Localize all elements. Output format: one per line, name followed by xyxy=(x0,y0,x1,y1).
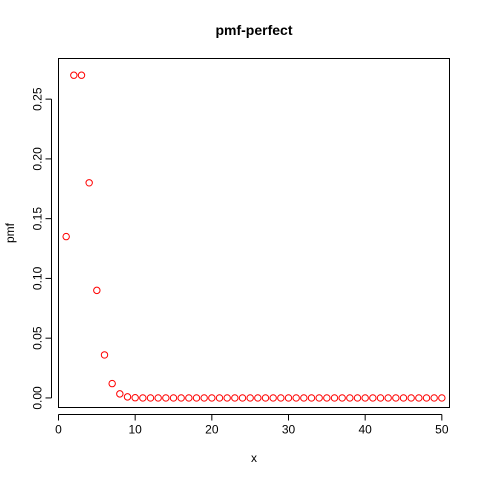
data-point xyxy=(185,394,193,402)
data-point xyxy=(399,394,408,402)
y-tick-label: 0.15 xyxy=(31,207,45,231)
x-tick-label: 10 xyxy=(128,423,142,437)
data-point xyxy=(307,394,316,402)
data-point xyxy=(208,394,216,402)
data-point xyxy=(384,394,392,402)
plot-frame xyxy=(58,58,450,408)
data-point xyxy=(361,394,369,402)
data-point xyxy=(353,394,362,402)
x-tick-label: 20 xyxy=(205,423,219,437)
data-point xyxy=(162,394,170,402)
x-tick-label: 30 xyxy=(282,423,296,437)
data-point xyxy=(323,394,331,402)
data-points xyxy=(62,71,446,402)
x-axis-label: x xyxy=(251,451,257,465)
data-point xyxy=(261,394,270,402)
data-point xyxy=(139,394,147,402)
x-tick-label: 0 xyxy=(55,423,62,437)
data-point xyxy=(246,394,254,402)
data-point xyxy=(277,394,285,402)
data-point xyxy=(177,394,185,402)
data-point xyxy=(77,71,86,79)
y-tick-label: 0.05 xyxy=(31,326,45,350)
data-point xyxy=(369,394,377,402)
chart-title: pmf-perfect xyxy=(215,22,292,38)
data-point xyxy=(100,351,109,359)
y-axis: 0.00 0.05 0.10 0.15 0.20 0.25 xyxy=(31,87,52,410)
data-point xyxy=(392,394,400,402)
data-point xyxy=(215,394,224,402)
y-tick-label: 0.20 xyxy=(31,147,45,171)
y-tick-label: 0.25 xyxy=(31,87,45,111)
data-point xyxy=(85,179,93,187)
data-point xyxy=(376,394,385,402)
data-point xyxy=(200,394,208,402)
data-point xyxy=(108,379,116,388)
data-point xyxy=(254,394,262,402)
data-point xyxy=(131,393,139,402)
data-point xyxy=(169,394,178,402)
data-point xyxy=(238,394,247,402)
x-tick-label: 50 xyxy=(435,423,449,437)
data-point xyxy=(284,394,293,402)
data-point xyxy=(146,394,155,402)
data-point xyxy=(300,394,308,402)
data-point xyxy=(315,394,323,402)
data-point xyxy=(346,394,354,402)
data-point xyxy=(192,394,201,402)
data-point xyxy=(62,232,70,241)
data-point xyxy=(223,394,231,402)
data-point xyxy=(438,394,446,402)
data-point xyxy=(407,394,415,402)
data-point xyxy=(330,394,339,402)
data-point xyxy=(70,71,78,79)
x-tick-label: 40 xyxy=(358,423,372,437)
data-point xyxy=(93,286,101,295)
data-point xyxy=(123,393,132,401)
data-point xyxy=(292,394,300,402)
data-point xyxy=(231,394,239,402)
data-point xyxy=(154,394,162,402)
y-axis-label: pmf xyxy=(3,222,17,243)
data-point xyxy=(422,394,431,402)
data-point xyxy=(116,390,124,398)
data-point xyxy=(269,394,277,402)
data-point xyxy=(430,394,438,402)
data-point xyxy=(415,394,423,402)
y-tick-label: 0.10 xyxy=(31,266,45,290)
x-axis: 0 10 20 30 40 50 xyxy=(55,414,449,437)
data-point xyxy=(338,394,346,402)
y-tick-label: 0.00 xyxy=(31,386,45,410)
